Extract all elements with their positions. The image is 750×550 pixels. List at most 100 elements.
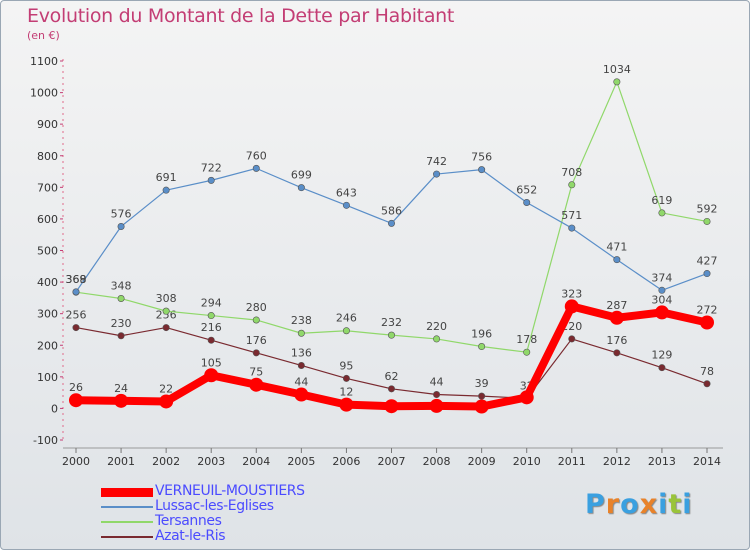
logo-letter: P: [585, 489, 606, 520]
data-label: 304: [651, 293, 672, 306]
y-tick-label: 1000: [30, 87, 58, 100]
data-label: 571: [561, 209, 582, 222]
data-label: 699: [291, 169, 312, 182]
x-tick-label: 2000: [62, 455, 90, 468]
x-tick-label: 2009: [468, 455, 496, 468]
data-point: [568, 224, 576, 232]
data-label: 691: [156, 171, 177, 184]
data-label: 287: [606, 299, 627, 312]
data-point: [252, 316, 260, 324]
data-label: 1034: [603, 63, 631, 76]
data-label: 722: [201, 161, 222, 174]
data-point: [658, 209, 666, 217]
data-label: 105: [201, 356, 222, 369]
data-label: 427: [697, 255, 718, 268]
y-tick-label: -100: [33, 434, 58, 447]
data-point: [613, 78, 621, 86]
y-tick-label: 800: [37, 150, 58, 163]
data-point: [523, 198, 531, 206]
data-point: [564, 299, 579, 314]
data-label: 708: [561, 166, 582, 179]
data-point: [703, 270, 711, 278]
data-label: 294: [201, 297, 222, 310]
data-point: [384, 399, 399, 414]
data-point: [433, 335, 441, 343]
data-point: [342, 327, 350, 335]
y-tick-label: 300: [37, 308, 58, 321]
data-point: [342, 374, 350, 382]
data-label: 323: [561, 287, 582, 300]
data-point: [339, 397, 354, 412]
proxiti-logo: Proxiti: [585, 489, 693, 520]
data-point: [297, 329, 305, 337]
data-point: [433, 170, 441, 178]
data-point: [387, 385, 395, 393]
data-point: [72, 324, 80, 332]
data-point: [342, 201, 350, 209]
data-label: 136: [291, 346, 312, 359]
data-point: [433, 391, 441, 399]
data-label: 760: [246, 149, 267, 162]
x-tick-label: 2006: [332, 455, 360, 468]
data-label: 230: [111, 317, 132, 330]
data-point: [703, 217, 711, 225]
logo-letter: o: [620, 489, 640, 520]
data-label: 232: [381, 316, 402, 329]
data-label: 216: [201, 321, 222, 334]
data-point: [568, 335, 576, 343]
data-point: [523, 348, 531, 356]
data-point: [72, 288, 80, 296]
x-tick-label: 2002: [152, 455, 180, 468]
logo-letter: i: [682, 489, 693, 520]
data-label: 756: [471, 151, 492, 164]
x-tick-label: 2004: [242, 455, 270, 468]
data-label: 238: [291, 314, 312, 327]
data-point: [478, 343, 486, 351]
data-label: 742: [426, 155, 447, 168]
data-label: 178: [516, 333, 537, 346]
data-point: [117, 295, 125, 303]
x-tick-label: 2010: [513, 455, 541, 468]
data-label: 176: [246, 334, 267, 347]
legend-swatch: [101, 521, 153, 523]
y-tick-label: 900: [37, 118, 58, 131]
data-label: 39: [475, 377, 489, 390]
data-point: [609, 310, 624, 325]
data-point: [162, 186, 170, 194]
data-point: [658, 364, 666, 372]
chart-subtitle: (en €): [27, 29, 60, 42]
data-point: [700, 315, 714, 330]
data-label: 652: [516, 183, 537, 196]
data-point: [162, 307, 170, 315]
data-label: 220: [426, 320, 447, 333]
logo-letter: t: [668, 489, 683, 520]
y-tick-label: 100: [37, 371, 58, 384]
data-point: [162, 324, 170, 332]
data-label: 374: [651, 271, 672, 284]
x-tick-label: 2005: [287, 455, 315, 468]
data-label: 75: [249, 366, 263, 379]
data-label: 22: [159, 382, 173, 395]
y-tick-label: 200: [37, 339, 58, 352]
data-point: [252, 164, 260, 172]
logo-letter: i: [658, 489, 669, 520]
data-point: [658, 286, 666, 294]
x-tick-label: 2012: [603, 455, 631, 468]
series-line: [75, 167, 708, 293]
data-label: 129: [651, 349, 672, 362]
legend-label: Azat-le-Ris: [155, 528, 226, 544]
x-tick-label: 2013: [648, 455, 676, 468]
y-tick-label: 400: [37, 276, 58, 289]
data-point: [387, 331, 395, 339]
y-tick-label: 0: [51, 402, 58, 415]
data-label: 24: [114, 382, 128, 395]
data-point: [478, 392, 486, 400]
data-label: 348: [111, 280, 132, 293]
data-label: 44: [430, 376, 444, 389]
data-point: [249, 377, 264, 392]
y-tick-label: 500: [37, 245, 58, 258]
data-label: 95: [339, 359, 353, 372]
data-point: [114, 393, 129, 408]
